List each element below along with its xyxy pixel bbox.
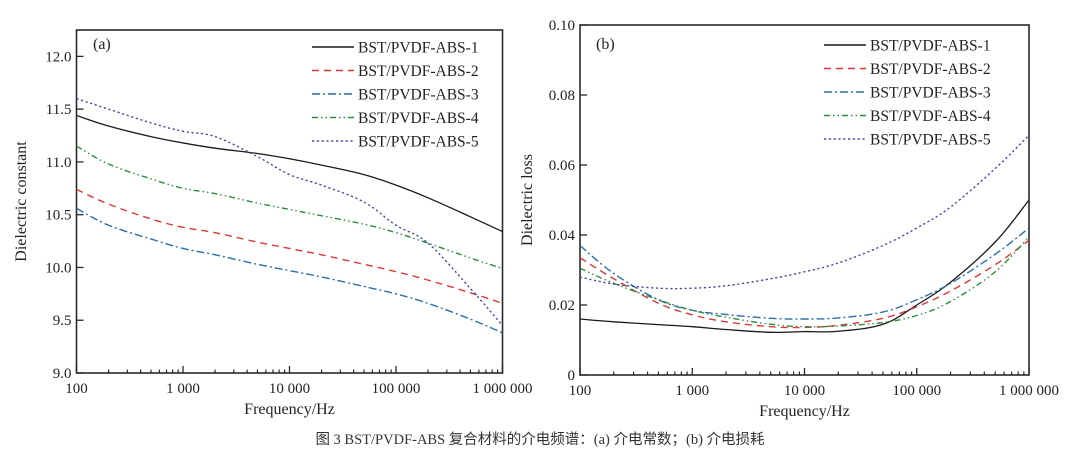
plot-frame: [75, 29, 504, 374]
legend-label: BST/PVDF-ABS-2: [358, 63, 479, 80]
x-axis-title: Frequency/Hz: [244, 401, 335, 418]
y-tick-label: 11.0: [46, 155, 72, 171]
legend-label: BST/PVDF-ABS-5: [358, 134, 479, 151]
y-tick-label: 11.5: [46, 102, 72, 118]
legend-item: BST/PVDF-ABS-3: [824, 85, 991, 102]
legend-item: BST/PVDF-ABS-1: [312, 40, 479, 57]
panel-b-dielectric-loss: 100 1 000 10 000 100 000 1 000 000 Frequency/…: [519, 18, 1059, 420]
x-axis-title: Frequency/Hz: [759, 403, 850, 420]
y-tick-label: 10.0: [45, 260, 71, 276]
panel-a-dielectric-constant: 100 1 000 10 000 100 000 1 000 000 Frequency/…: [13, 29, 533, 418]
x-tick-label: 10 000: [784, 383, 825, 399]
legend-item: BST/PVDF-ABS-2: [312, 63, 479, 80]
y-tick-label: 9.5: [53, 313, 72, 329]
y-tick-label: 0.10: [549, 18, 575, 34]
series-line-2: [580, 239, 1029, 329]
legend-item: BST/PVDF-ABS-4: [312, 110, 479, 127]
legend-label: BST/PVDF-ABS-3: [358, 87, 479, 104]
x-tick-label: 100 000: [892, 383, 941, 399]
y-axis: 9.0 9.5 10.0 10.5 11.0 11.5 12.0: [45, 49, 84, 382]
legend-item: BST/PVDF-ABS-1: [824, 38, 991, 55]
series-line-5: [76, 97, 503, 326]
legend-item: BST/PVDF-ABS-5: [312, 134, 479, 151]
y-tick-label: 0.04: [549, 228, 576, 244]
legend-item: BST/PVDF-ABS-3: [312, 87, 479, 104]
y-tick-label: 0: [568, 368, 576, 384]
series-line-1: [580, 199, 1029, 334]
y-tick-label: 0.02: [549, 298, 575, 314]
legend-label: BST/PVDF-ABS-1: [358, 40, 479, 57]
legend-label: BST/PVDF-ABS-5: [870, 132, 991, 149]
series-line-2: [76, 188, 503, 305]
series-line-4: [580, 236, 1029, 328]
legend-label: BST/PVDF-ABS-1: [870, 38, 991, 55]
x-tick-label: 100 000: [372, 381, 421, 397]
panel-label: (a): [93, 36, 111, 53]
legend-label: BST/PVDF-ABS-2: [870, 61, 991, 78]
figure: 100 1 000 10 000 100 000 1 000 000 Frequency/…: [13, 18, 1059, 420]
x-tick-label: 1 000: [675, 383, 709, 399]
legend-label: BST/PVDF-ABS-4: [870, 108, 991, 125]
series-line-4: [76, 145, 503, 270]
series-line-5: [580, 134, 1029, 290]
y-tick-label: 0.06: [549, 158, 576, 174]
series-group: [580, 134, 1029, 334]
legend-item: BST/PVDF-ABS-2: [824, 61, 991, 78]
y-tick-label: 0.08: [549, 88, 575, 104]
legend-label: BST/PVDF-ABS-3: [870, 85, 991, 102]
x-tick-label: 10 000: [269, 381, 310, 397]
x-tick-label: 100: [569, 383, 592, 399]
x-tick-label: 1 000 000: [473, 381, 533, 397]
y-tick-label: 12.0: [45, 49, 71, 65]
y-tick-label: 9.0: [53, 366, 72, 382]
legend-item: BST/PVDF-ABS-4: [824, 108, 991, 125]
y-axis: 0 0.02 0.04 0.06 0.08 0.10: [549, 18, 587, 384]
legend: BST/PVDF-ABS-1 BST/PVDF-ABS-2 BST/PVDF-ABS…: [312, 40, 479, 151]
y-axis-title: Dielectric constant: [13, 141, 30, 262]
series-group: [76, 97, 503, 334]
y-axis-title: Dielectric loss: [519, 154, 536, 246]
series-line-3: [580, 227, 1029, 320]
x-tick-label: 1 000 000: [999, 383, 1059, 399]
x-tick-label: 100: [65, 381, 88, 397]
x-axis: 100 1 000 10 000 100 000 1 000 000: [569, 368, 1059, 399]
x-axis: 100 1 000 10 000 100 000 1 000 000: [65, 366, 533, 397]
series-line-1: [76, 114, 503, 233]
panel-label: (b): [596, 36, 615, 53]
y-tick-label: 10.5: [45, 208, 71, 224]
series-line-3: [76, 207, 503, 334]
x-tick-label: 1 000: [166, 381, 200, 397]
legend-label: BST/PVDF-ABS-4: [358, 110, 479, 127]
legend: BST/PVDF-ABS-1 BST/PVDF-ABS-2 BST/PVDF-ABS…: [824, 38, 991, 149]
legend-item: BST/PVDF-ABS-5: [824, 132, 991, 149]
figure-caption: 图 3 BST/PVDF-ABS 复合材料的介电频谱：(a) 介电常数；(b) …: [315, 432, 765, 448]
